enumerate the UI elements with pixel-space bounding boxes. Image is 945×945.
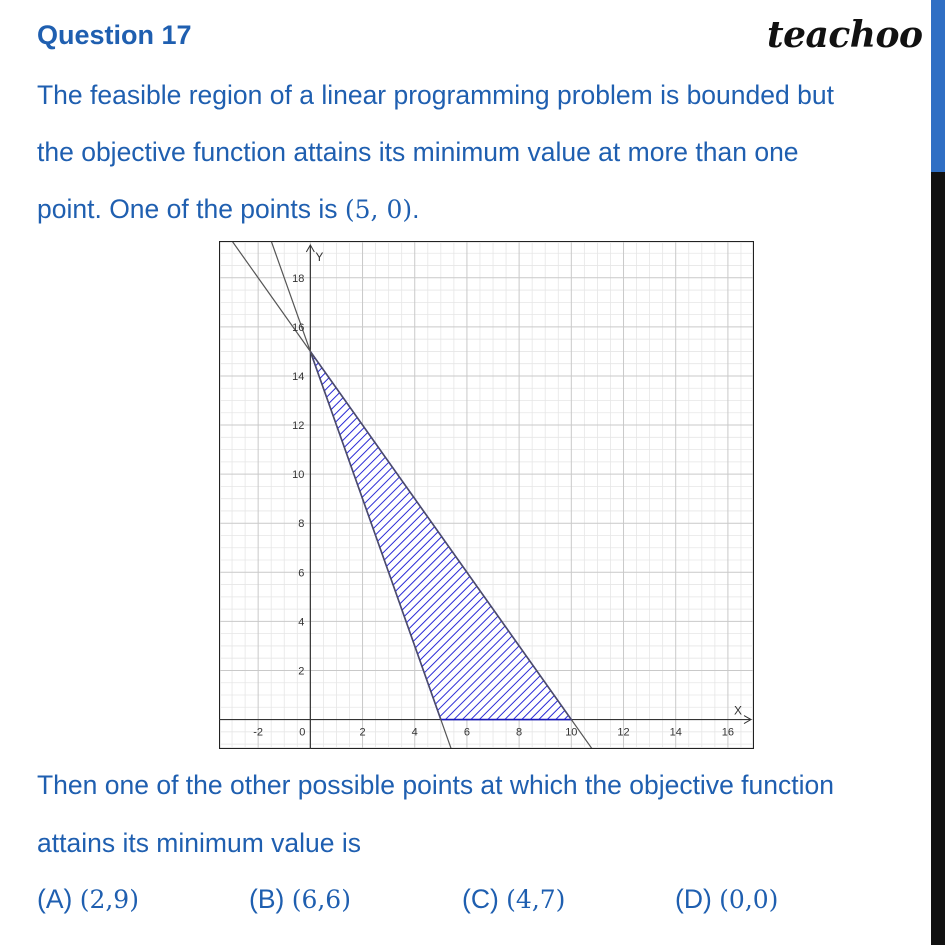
question-line-2: the objective function attains its minim… (37, 137, 799, 167)
option-c-label: (C) (462, 884, 507, 914)
y-axis-label: Y (315, 250, 323, 264)
x-tick-label: 14 (670, 727, 682, 739)
y-tick-label: 8 (298, 518, 304, 530)
right-edge-accent (931, 0, 945, 172)
x-tick-label: 6 (464, 727, 470, 739)
x-axis-arrow (743, 715, 753, 724)
question-title: Question 17 (37, 20, 192, 50)
y-tick-label: 6 (298, 567, 304, 579)
option-a-value: (2,9) (79, 885, 139, 914)
y-tick-label: 18 (292, 273, 304, 285)
lpp-graph: -2 0 2 4 6 8 10 12 14 16 2 4 6 8 10 12 14 16 18 X Y (219, 241, 754, 749)
option-a: (A) (2,9) (37, 884, 139, 915)
x-tick-label: 0 (299, 727, 305, 739)
followup-line-2: attains its minimum value is (37, 828, 361, 858)
constraint-lines (232, 242, 593, 748)
y-axis-arrow (305, 243, 315, 253)
x-tick-label: -2 (253, 727, 263, 739)
option-b-value: (6,6) (291, 885, 351, 914)
tick-labels: -2 0 2 4 6 8 10 12 14 16 2 4 6 8 10 12 14 16 18 (253, 273, 734, 739)
brand-logo: teachoo (767, 14, 923, 56)
option-b: (B) (6,6) (249, 884, 351, 915)
x-tick-label: 4 (412, 727, 418, 739)
constraint-line-1 (270, 242, 452, 748)
y-tick-label: 12 (292, 420, 304, 432)
constraint-line-2 (232, 242, 593, 748)
y-tick-label: 14 (292, 371, 304, 383)
question-line-3-text: point. One of the points is (37, 194, 345, 224)
question-line-3: point. One of the points is (5, 0). (37, 194, 419, 225)
x-tick-label: 10 (565, 727, 577, 739)
option-d-value: (0,0) (719, 885, 779, 914)
option-d: (D) (0,0) (675, 884, 778, 915)
y-tick-label: 16 (292, 322, 304, 334)
right-edge-bar (931, 0, 945, 945)
question-line-3-end: . (412, 194, 420, 224)
y-tick-label: 4 (298, 616, 304, 628)
option-d-label: (D) (675, 884, 720, 914)
followup-line-1: Then one of the other possible points at… (37, 770, 834, 800)
question-line-1: The feasible region of a linear programm… (37, 80, 834, 110)
x-tick-label: 16 (722, 727, 734, 739)
x-tick-label: 12 (617, 727, 629, 739)
x-tick-label: 2 (359, 727, 365, 739)
option-a-label: (A) (37, 884, 80, 914)
x-tick-label: 8 (516, 727, 522, 739)
y-tick-label: 2 (298, 665, 304, 677)
option-c: (C) (4,7) (462, 884, 565, 915)
graph-canvas: -2 0 2 4 6 8 10 12 14 16 2 4 6 8 10 12 14 16 18 X Y (219, 241, 754, 749)
given-point: (5, 0) (344, 195, 413, 224)
option-b-label: (B) (249, 884, 292, 914)
option-c-value: (4,7) (506, 885, 566, 914)
y-tick-label: 10 (292, 469, 304, 481)
x-axis-label: X (734, 704, 742, 718)
